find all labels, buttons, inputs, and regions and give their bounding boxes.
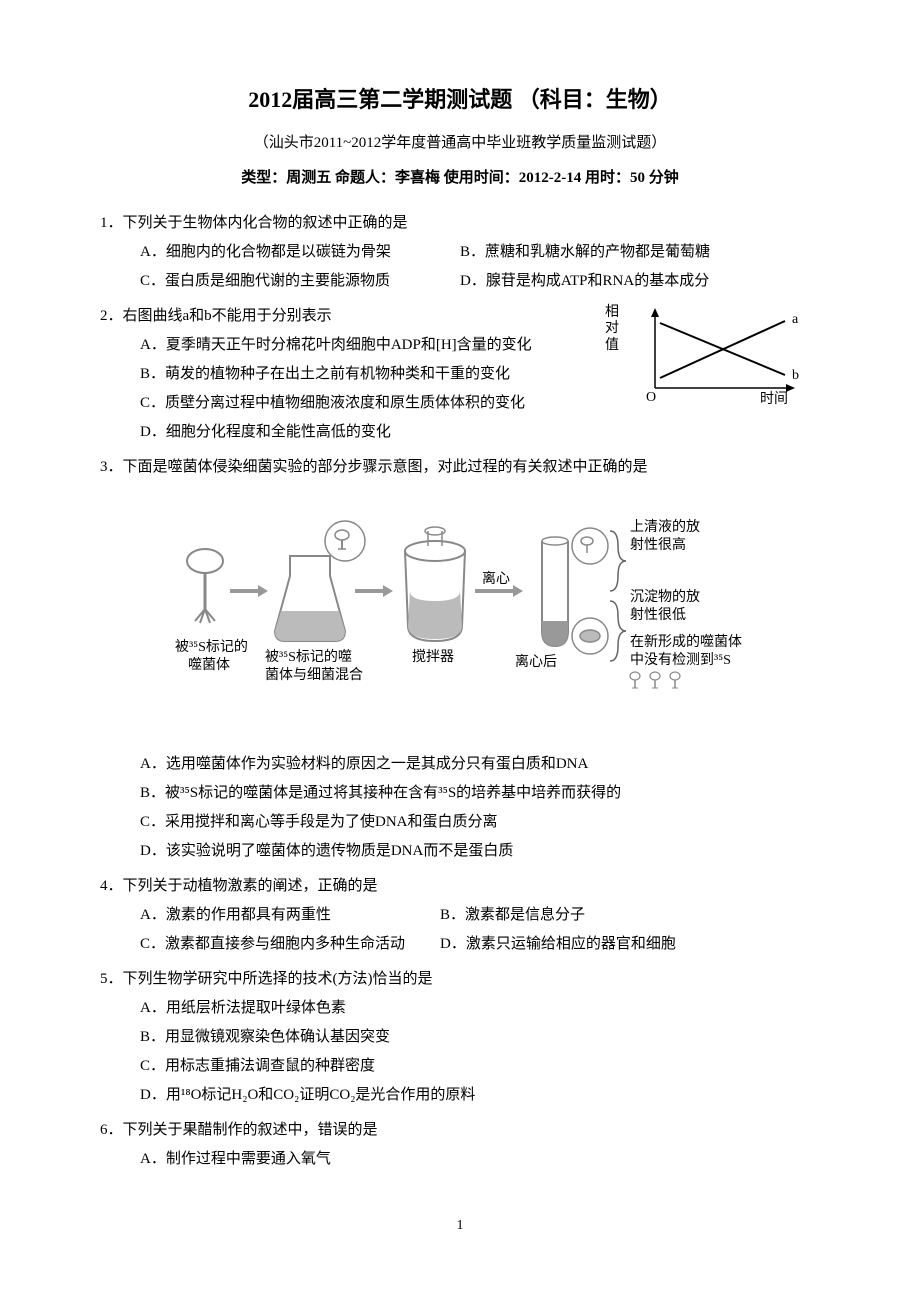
option-label: A． [140, 244, 166, 260]
option-label: D． [440, 936, 466, 952]
option-label: B． [140, 1029, 165, 1045]
question-6: 6．下列关于果醋制作的叙述中，错误的是 A．制作过程中需要通入氧气 [100, 1117, 820, 1173]
option-text: 激素都是信息分子 [465, 907, 585, 923]
page-title: 2012届高三第二学期测试题 （科目：生物） [100, 80, 820, 120]
option-text: 细胞内的化合物都是以碳链为骨架 [166, 244, 391, 260]
option-text: 蛋白质是细胞代谢的主要能源物质 [165, 273, 390, 289]
x-axis-label: 时间 [760, 391, 788, 407]
question-number: 4． [100, 878, 123, 894]
question-1: 1．下列关于生物体内化合物的叙述中正确的是 A．细胞内的化合物都是以碳链为骨架 … [100, 210, 820, 295]
option-label: C． [140, 273, 165, 289]
pellet-label: 沉淀物的放 [630, 589, 700, 605]
question-text: 下列关于果醋制作的叙述中，错误的是 [123, 1122, 378, 1138]
option-label: B． [140, 366, 165, 382]
question-number: 2． [100, 308, 123, 324]
option-label: C． [140, 936, 165, 952]
question-number: 5． [100, 971, 123, 987]
question-text: 下列关于动植物激素的阐述，正确的是 [123, 878, 378, 894]
option-text: 激素的作用都具有两重性 [166, 907, 331, 923]
option-label: D． [460, 273, 486, 289]
svg-text:中没有检测到³⁵S: 中没有检测到³⁵S [630, 652, 731, 668]
options-list: A．选用噬菌体作为实验材料的原因之一是其成分只有蛋白质和DNA B．被³⁵S标记… [100, 751, 820, 865]
centrifuge-label: 离心 [482, 570, 510, 587]
option-label: D． [140, 424, 166, 440]
supernatant-label: 上清液的放 [630, 519, 700, 535]
svg-text:射性很高: 射性很高 [630, 536, 686, 553]
option-text: 该实验说明了噬菌体的遗传物质是DNA而不是蛋白质 [166, 843, 514, 859]
option-text: 用显微镜观察染色体确认基因突变 [165, 1029, 390, 1045]
svg-text:菌体与细菌混合: 菌体与细菌混合 [265, 667, 363, 683]
experiment-diagram: 离心 上清液的放 射性很高 沉淀物的放 射性很低 在新形成的噬菌体 中没有检测到… [100, 491, 820, 731]
option-label: A． [140, 907, 166, 923]
series-a-label: a [792, 312, 799, 327]
options-list: A．激素的作用都具有两重性 B．激素都是信息分子 C．激素都直接参与细胞内多种生… [100, 902, 820, 958]
new-phage-label: 在新形成的噬菌体 [630, 634, 742, 650]
option-text: 用标志重捕法调查鼠的种群密度 [165, 1058, 375, 1074]
page-meta: 类型：周测五 命题人：李喜梅 使用时间：2012-2-14 用时：50 分钟 [100, 165, 820, 192]
options-list: A．用纸层析法提取叶绿体色素 B．用显微镜观察染色体确认基因突变 C．用标志重捕… [100, 995, 820, 1109]
option-label: D． [140, 1087, 166, 1103]
option-text: 用¹⁸O标记H₂O和CO₂证明CO₂是光合作用的原料 [166, 1087, 476, 1103]
svg-text:射性很低: 射性很低 [630, 607, 686, 623]
option-label: A． [140, 756, 166, 772]
page-subtitle: （汕头市2011~2012学年度普通高中毕业班教学质量监测试题） [100, 130, 820, 157]
option-text: 蔗糖和乳糖水解的产物都是葡萄糖 [485, 244, 710, 260]
options-list: A．细胞内的化合物都是以碳链为骨架 B．蔗糖和乳糖水解的产物都是葡萄糖 C．蛋白… [100, 239, 820, 295]
question-5: 5．下列生物学研究中所选择的技术(方法)恰当的是 A．用纸层析法提取叶绿体色素 … [100, 966, 820, 1109]
svg-text:噬菌体: 噬菌体 [188, 657, 230, 673]
option-text: 制作过程中需要通入氧气 [166, 1151, 331, 1167]
option-label: B． [460, 244, 485, 260]
option-text: 被³⁵S标记的噬菌体是通过将其接种在含有³⁵S的培养基中培养而获得的 [165, 785, 621, 801]
question-2: a b O 时间 相对值 2．右图曲线a和b不能用于分别表示 A．夏季晴天正午时… [100, 303, 820, 446]
option-label: B． [140, 785, 165, 801]
question-text: 下面是噬菌体侵染细菌实验的部分步骤示意图，对此过程的有关叙述中正确的是 [123, 459, 648, 475]
line-chart: a b O 时间 相对值 [640, 303, 820, 413]
question-3: 3．下面是噬菌体侵染细菌实验的部分步骤示意图，对此过程的有关叙述中正确的是 [100, 454, 820, 865]
option-label: B． [440, 907, 465, 923]
option-label: C． [140, 395, 165, 411]
option-text: 腺苷是构成ATP和RNA的基本成分 [486, 273, 709, 289]
option-text: 质壁分离过程中植物细胞液浓度和原生质体体积的变化 [165, 395, 525, 411]
labeled-phage-text: 被³⁵S标记的 [175, 639, 248, 655]
option-text: 采用搅拌和离心等手段是为了使DNA和蛋白质分离 [165, 814, 498, 830]
after-centrifuge-label: 离心后 [515, 653, 557, 670]
option-text: 夏季晴天正午时分棉花叶肉细胞中ADP和[H]含量的变化 [166, 337, 532, 353]
option-text: 用纸层析法提取叶绿体色素 [166, 1000, 346, 1016]
option-text: 萌发的植物种子在出土之前有机物种类和干重的变化 [165, 366, 510, 382]
options-list: A．夏季晴天正午时分棉花叶肉细胞中ADP和[H]含量的变化 B．萌发的植物种子在… [100, 332, 620, 446]
option-text: 选用噬菌体作为实验材料的原因之一是其成分只有蛋白质和DNA [166, 756, 589, 772]
question-number: 6． [100, 1122, 123, 1138]
question-number: 1． [100, 215, 123, 231]
question-number: 3． [100, 459, 123, 475]
flask-label: 被³⁵S标记的噬 [265, 649, 352, 665]
option-label: A． [140, 1151, 166, 1167]
question-text: 下列生物学研究中所选择的技术(方法)恰当的是 [123, 971, 433, 987]
y-axis-label: 相对值 [605, 305, 619, 355]
option-label: A． [140, 1000, 166, 1016]
option-text: 激素只运输给相应的器官和细胞 [466, 936, 676, 952]
question-text: 右图曲线a和b不能用于分别表示 [123, 308, 332, 324]
origin-label: O [646, 390, 656, 405]
option-label: D． [140, 843, 166, 859]
option-label: C． [140, 1058, 165, 1074]
question-4: 4．下列关于动植物激素的阐述，正确的是 A．激素的作用都具有两重性 B．激素都是… [100, 873, 820, 958]
question-text: 下列关于生物体内化合物的叙述中正确的是 [123, 215, 408, 231]
options-list: A．制作过程中需要通入氧气 [100, 1146, 820, 1173]
option-text: 细胞分化程度和全能性高低的变化 [166, 424, 391, 440]
option-text: 激素都直接参与细胞内多种生命活动 [165, 936, 405, 952]
mixer-label: 搅拌器 [412, 649, 454, 665]
series-b-label: b [792, 368, 799, 383]
option-label: A． [140, 337, 166, 353]
page-number: 1 [100, 1213, 820, 1238]
option-label: C． [140, 814, 165, 830]
